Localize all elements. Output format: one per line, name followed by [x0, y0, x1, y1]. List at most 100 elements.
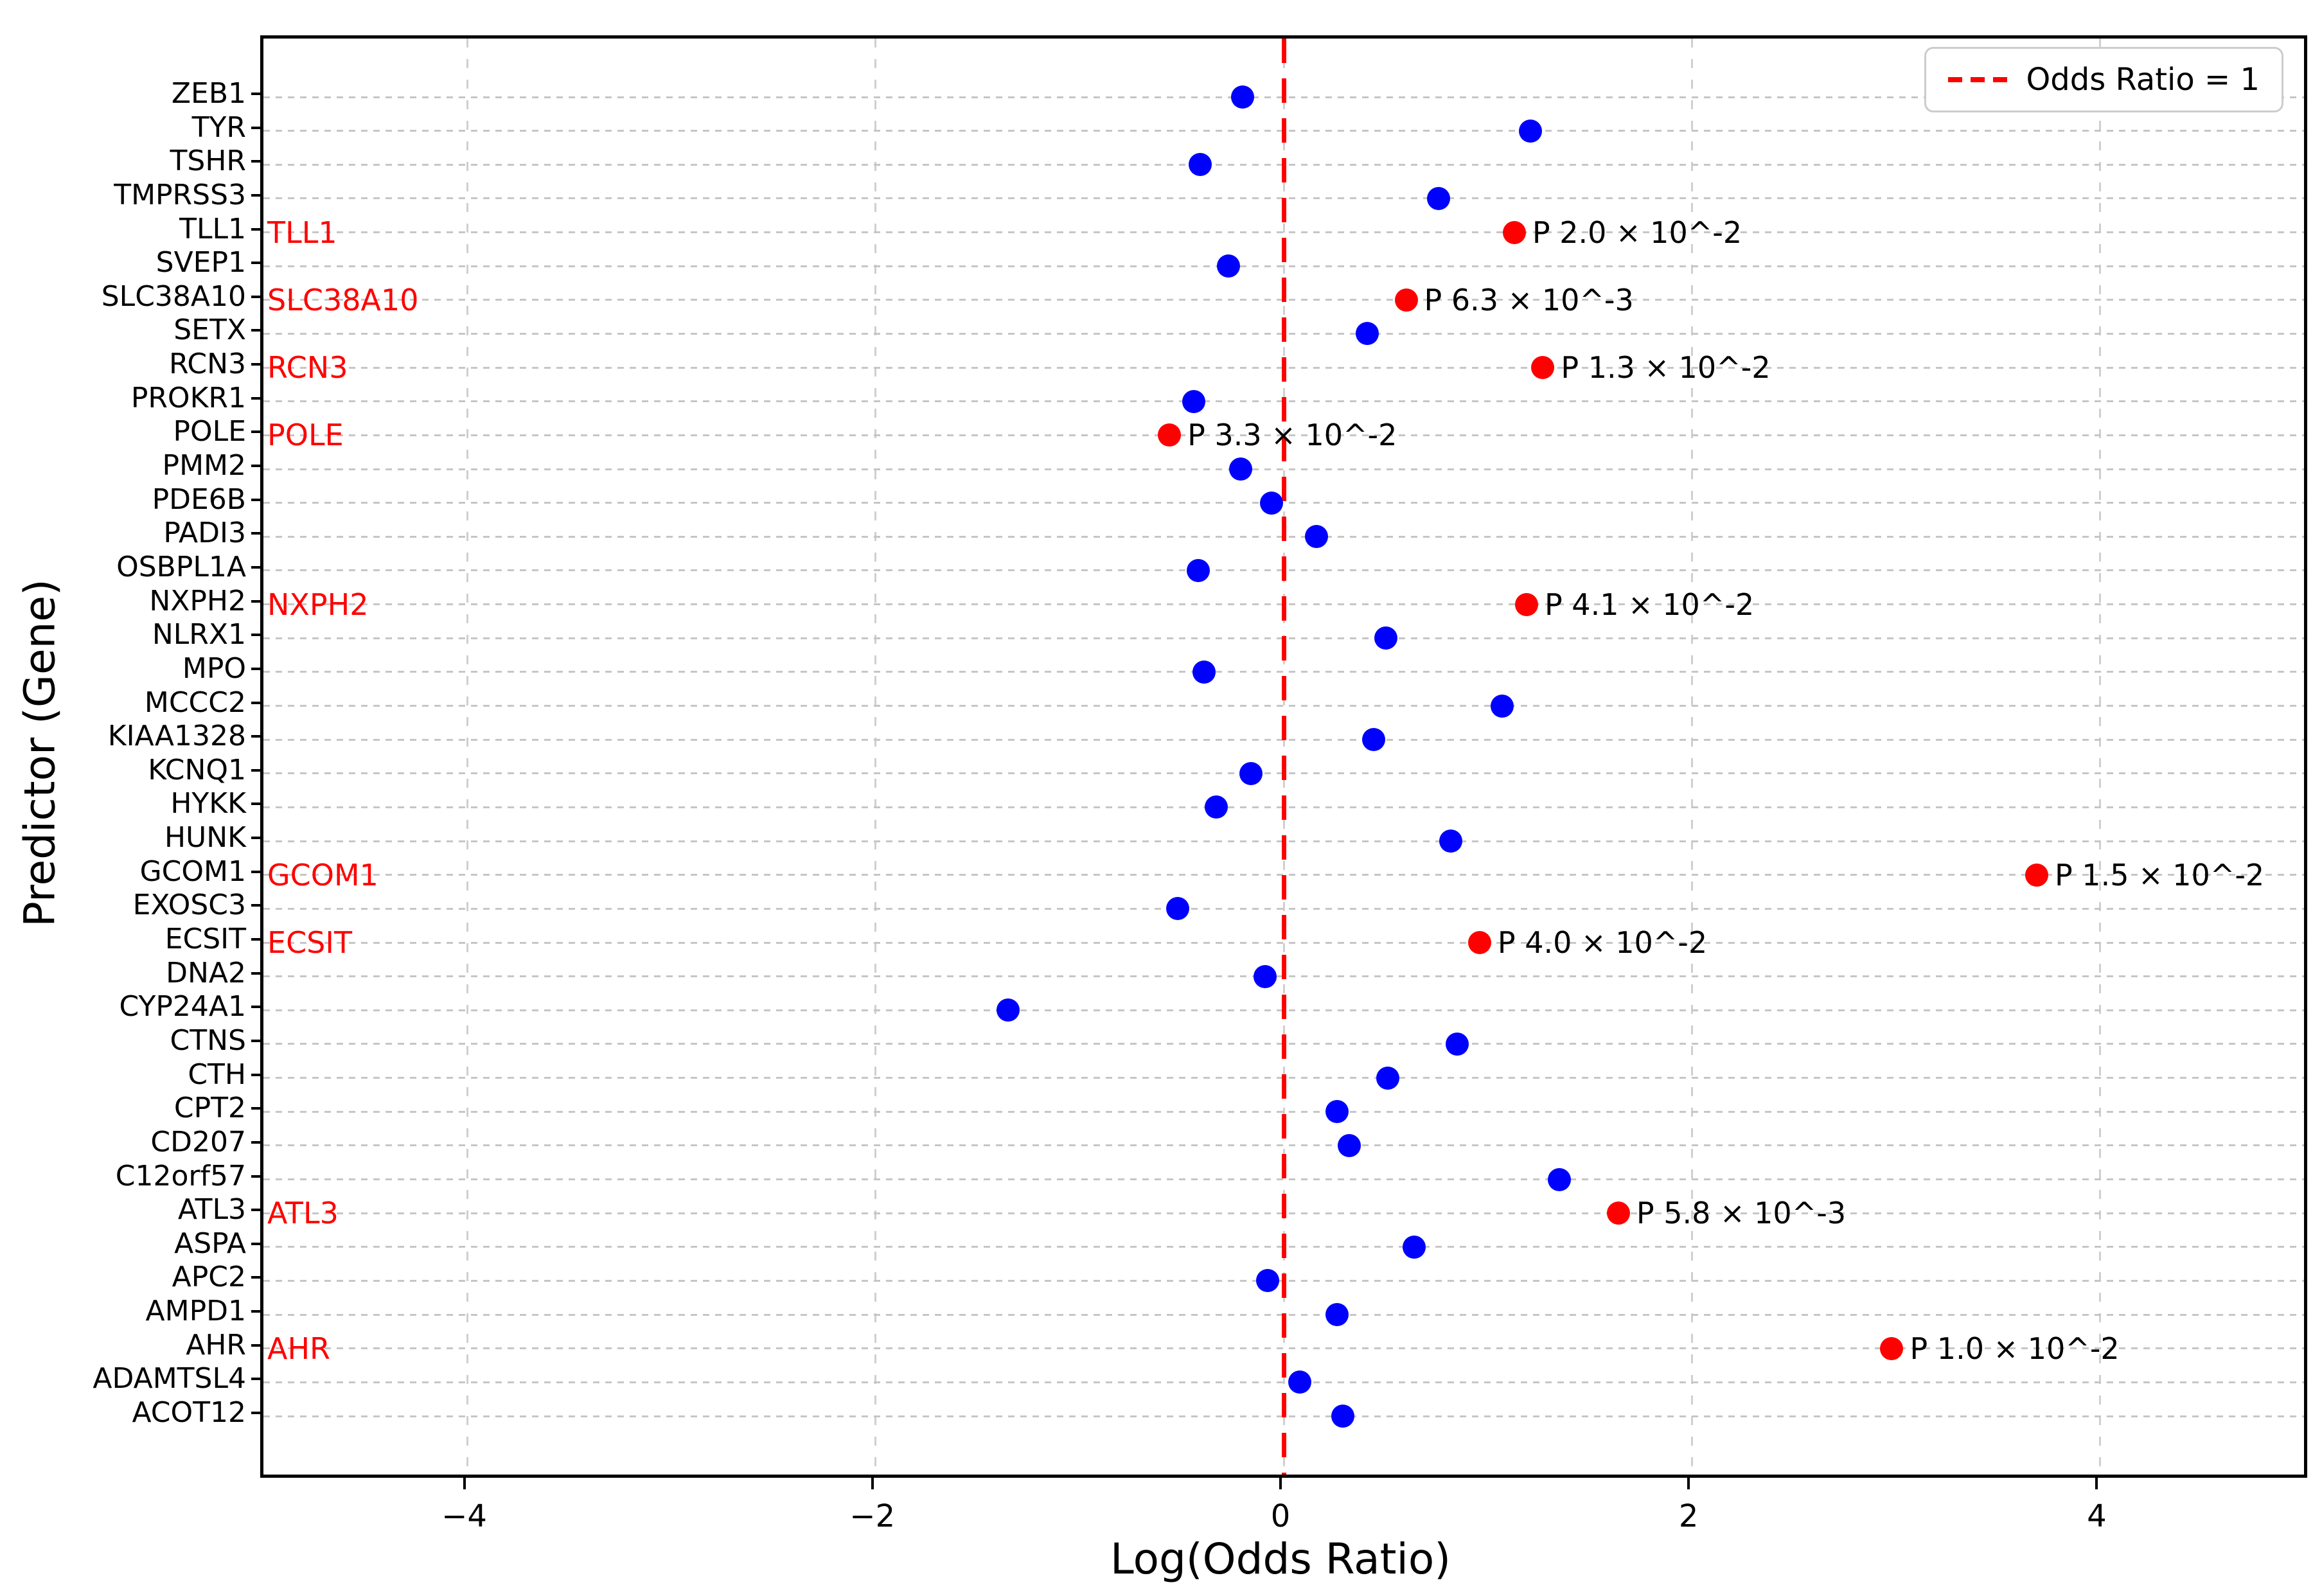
- p-value-annotation: P 6.3 × 10^-3: [1424, 282, 1634, 317]
- data-point: [1205, 795, 1228, 819]
- data-point: [1490, 694, 1514, 718]
- x-tick-label: 0: [1270, 1498, 1291, 1534]
- data-point: [1361, 728, 1385, 752]
- significant-gene-label: GCOM1: [267, 857, 378, 892]
- y-tick-mark: [251, 1039, 261, 1042]
- y-tick-label: AHR: [186, 1328, 246, 1361]
- y-tick-label: PMM2: [162, 449, 246, 483]
- data-point: [1325, 1100, 1349, 1124]
- y-tick-mark: [251, 430, 261, 434]
- y-tick-mark: [251, 667, 261, 670]
- p-value-annotation: P 4.0 × 10^-2: [1497, 925, 1708, 961]
- data-point: [1229, 457, 1253, 481]
- y-tick-mark: [251, 160, 261, 163]
- x-tick-label: −2: [849, 1498, 896, 1534]
- data-point: [1519, 119, 1543, 143]
- y-axis-title: Predictor (Gene): [15, 579, 65, 927]
- y-tick-mark: [251, 904, 261, 907]
- y-tick-label: PDE6B: [152, 483, 246, 516]
- y-tick-mark: [251, 1412, 261, 1414]
- significant-gene-label: SLC38A10: [267, 282, 419, 317]
- significant-gene-label: NXPH2: [267, 587, 369, 622]
- y-tick-label: ACOT12: [132, 1396, 246, 1429]
- p-value-annotation: P 4.1 × 10^-2: [1544, 587, 1755, 622]
- y-tick-mark: [251, 1006, 261, 1009]
- y-tick-label: APC2: [172, 1261, 246, 1294]
- y-tick-label: CPT2: [173, 1092, 246, 1125]
- significant-gene-label: TLL1: [267, 215, 337, 250]
- p-value-annotation: P 3.3 × 10^-2: [1187, 418, 1397, 453]
- y-tick-label: TLL1: [179, 212, 246, 245]
- x-tick-mark: [871, 1478, 874, 1489]
- y-tick-label: ZEB1: [171, 77, 246, 110]
- y-tick-label: HUNK: [164, 821, 246, 855]
- y-tick-mark: [251, 938, 261, 941]
- y-tick-label: MPO: [182, 652, 246, 685]
- data-point: [1288, 1370, 1312, 1394]
- y-tick-label: KCNQ1: [148, 753, 246, 786]
- y-tick-mark: [251, 126, 261, 129]
- y-tick-mark: [251, 1310, 261, 1313]
- y-tick-label: CD207: [150, 1125, 246, 1158]
- x-axis-title: Log(Odds Ratio): [1110, 1534, 1451, 1584]
- y-tick-label: MCCC2: [144, 686, 246, 719]
- significant-data-point: [2025, 863, 2048, 887]
- x-tick-mark: [1279, 1478, 1282, 1489]
- x-tick-label: −4: [441, 1498, 487, 1534]
- y-tick-label: CTNS: [170, 1024, 246, 1057]
- y-tick-label: PROKR1: [130, 381, 246, 414]
- y-tick-label: TSHR: [170, 145, 246, 178]
- y-tick-mark: [251, 93, 261, 95]
- y-tick-mark: [251, 802, 261, 806]
- y-tick-label: KIAA1328: [107, 720, 246, 753]
- y-tick-label: CTH: [188, 1058, 246, 1091]
- significant-gene-label: RCN3: [267, 350, 348, 386]
- data-point: [1239, 761, 1263, 785]
- x-tick-mark: [2095, 1478, 2098, 1489]
- significant-data-point: [1531, 356, 1555, 380]
- data-point: [1325, 1303, 1349, 1327]
- data-point: [1186, 558, 1210, 582]
- data-point: [1217, 254, 1241, 278]
- y-tick-label: SVEP1: [155, 246, 246, 279]
- data-point: [1427, 186, 1451, 210]
- data-point: [1547, 1167, 1571, 1191]
- y-tick-label: DNA2: [166, 956, 246, 989]
- y-tick-mark: [251, 634, 261, 637]
- y-tick-mark: [251, 1107, 261, 1110]
- significant-data-point: [1880, 1336, 1904, 1360]
- y-tick-label: AMPD1: [145, 1295, 246, 1328]
- significant-data-point: [1467, 931, 1491, 955]
- y-tick-mark: [251, 1378, 261, 1381]
- y-tick-label: GCOM1: [139, 855, 246, 888]
- y-tick-mark: [251, 1175, 261, 1178]
- data-point: [1331, 1405, 1355, 1428]
- vertical-gridline: [1690, 39, 1693, 1475]
- data-point: [997, 998, 1020, 1022]
- y-tick-label: OSBPL1A: [116, 550, 246, 583]
- y-tick-label: PADI3: [163, 517, 246, 550]
- y-tick-mark: [251, 870, 261, 873]
- data-point: [1376, 1066, 1399, 1090]
- data-point: [1255, 1269, 1279, 1293]
- p-value-annotation: P 2.0 × 10^-2: [1532, 215, 1742, 250]
- data-point: [1231, 85, 1255, 109]
- x-tick-mark: [463, 1478, 466, 1489]
- y-tick-mark: [251, 227, 261, 231]
- data-point: [1188, 153, 1212, 177]
- y-tick-mark: [251, 1209, 261, 1212]
- y-tick-label: RCN3: [168, 348, 246, 381]
- vertical-gridline: [466, 39, 469, 1475]
- significant-gene-label: POLE: [267, 418, 344, 453]
- vertical-gridline: [874, 39, 877, 1475]
- vertical-gridline: [2098, 39, 2101, 1475]
- y-tick-label: NLRX1: [152, 618, 246, 652]
- y-tick-label: ASPA: [174, 1227, 246, 1260]
- data-point: [1445, 1032, 1469, 1056]
- y-tick-mark: [251, 1140, 261, 1144]
- y-tick-mark: [251, 599, 261, 603]
- legend: Odds Ratio = 1: [1924, 47, 2283, 112]
- significant-gene-label: ATL3: [267, 1196, 339, 1231]
- y-tick-mark: [251, 1343, 261, 1347]
- x-tick-label: 4: [2087, 1498, 2107, 1534]
